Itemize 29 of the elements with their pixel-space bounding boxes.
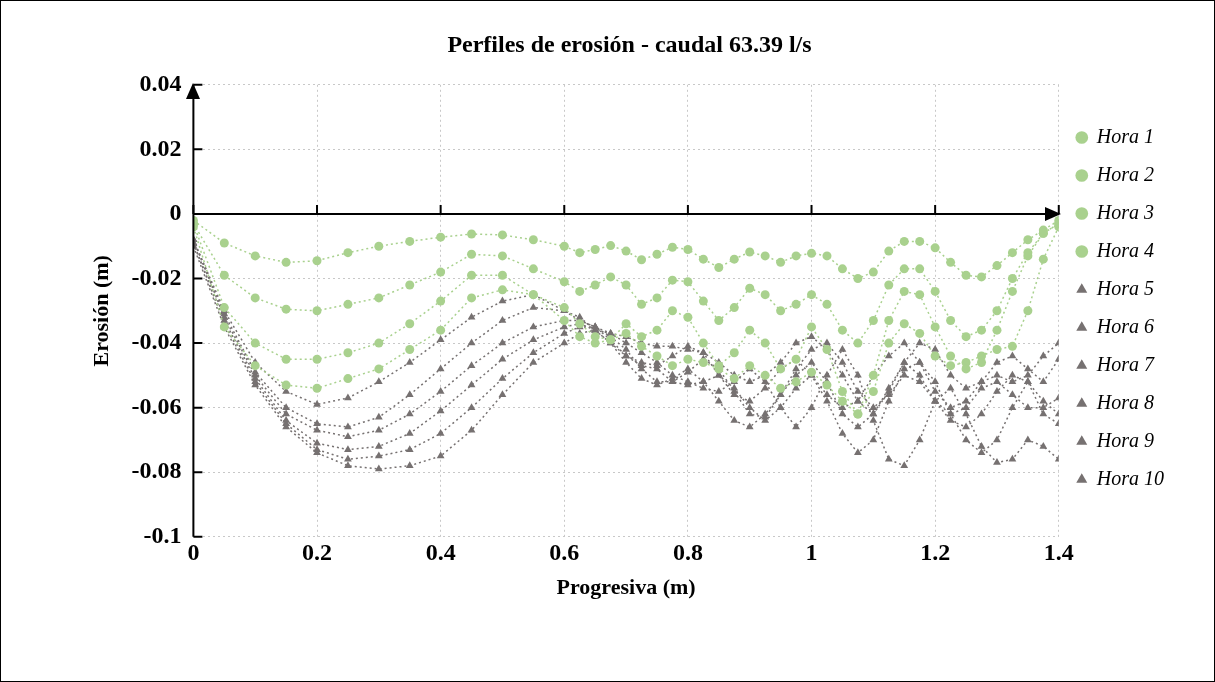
legend-label: Hora 3 [1095,200,1155,223]
y-tick-label: 0.04 [139,70,182,96]
x-axis-title: Progresiva (m) [556,574,696,600]
x-tick-label: 0.2 [302,539,333,566]
chart-title: Perfiles de erosión - caudal 63.39 l/s [447,30,812,57]
legend-label: Hora 10 [1095,466,1165,489]
x-tick-label: 1 [805,539,818,566]
legend-label: Hora 7 [1095,352,1155,375]
y-tick-label: 0.02 [139,134,182,161]
legend-label: Hora 6 [1095,314,1155,337]
y-tick-label: -0.08 [131,457,182,484]
x-tick-label: 0.8 [672,539,703,566]
legend-label: Hora 1 [1095,124,1155,147]
legend-label: Hora 8 [1095,390,1155,413]
x-tick-label: 1.2 [920,539,951,566]
x-tick-label: 0.4 [425,539,456,566]
x-tick-label: 1.4 [1043,539,1074,566]
legend-label: Hora 5 [1095,276,1155,299]
y-tick-label: -0.04 [131,328,182,355]
y-axis-title: Erosión (m) [87,255,113,367]
legend-label: Hora 4 [1095,238,1155,261]
x-tick-label: 0.6 [549,539,580,566]
x-tick-label: 0 [187,539,200,566]
y-tick-label: -0.06 [131,392,182,419]
y-tick-label: -0.1 [143,522,182,548]
y-tick-label: 0 [169,199,182,226]
legend-label: Hora 9 [1095,428,1155,451]
y-tick-label: -0.02 [131,263,182,290]
legend-label: Hora 2 [1095,162,1155,185]
